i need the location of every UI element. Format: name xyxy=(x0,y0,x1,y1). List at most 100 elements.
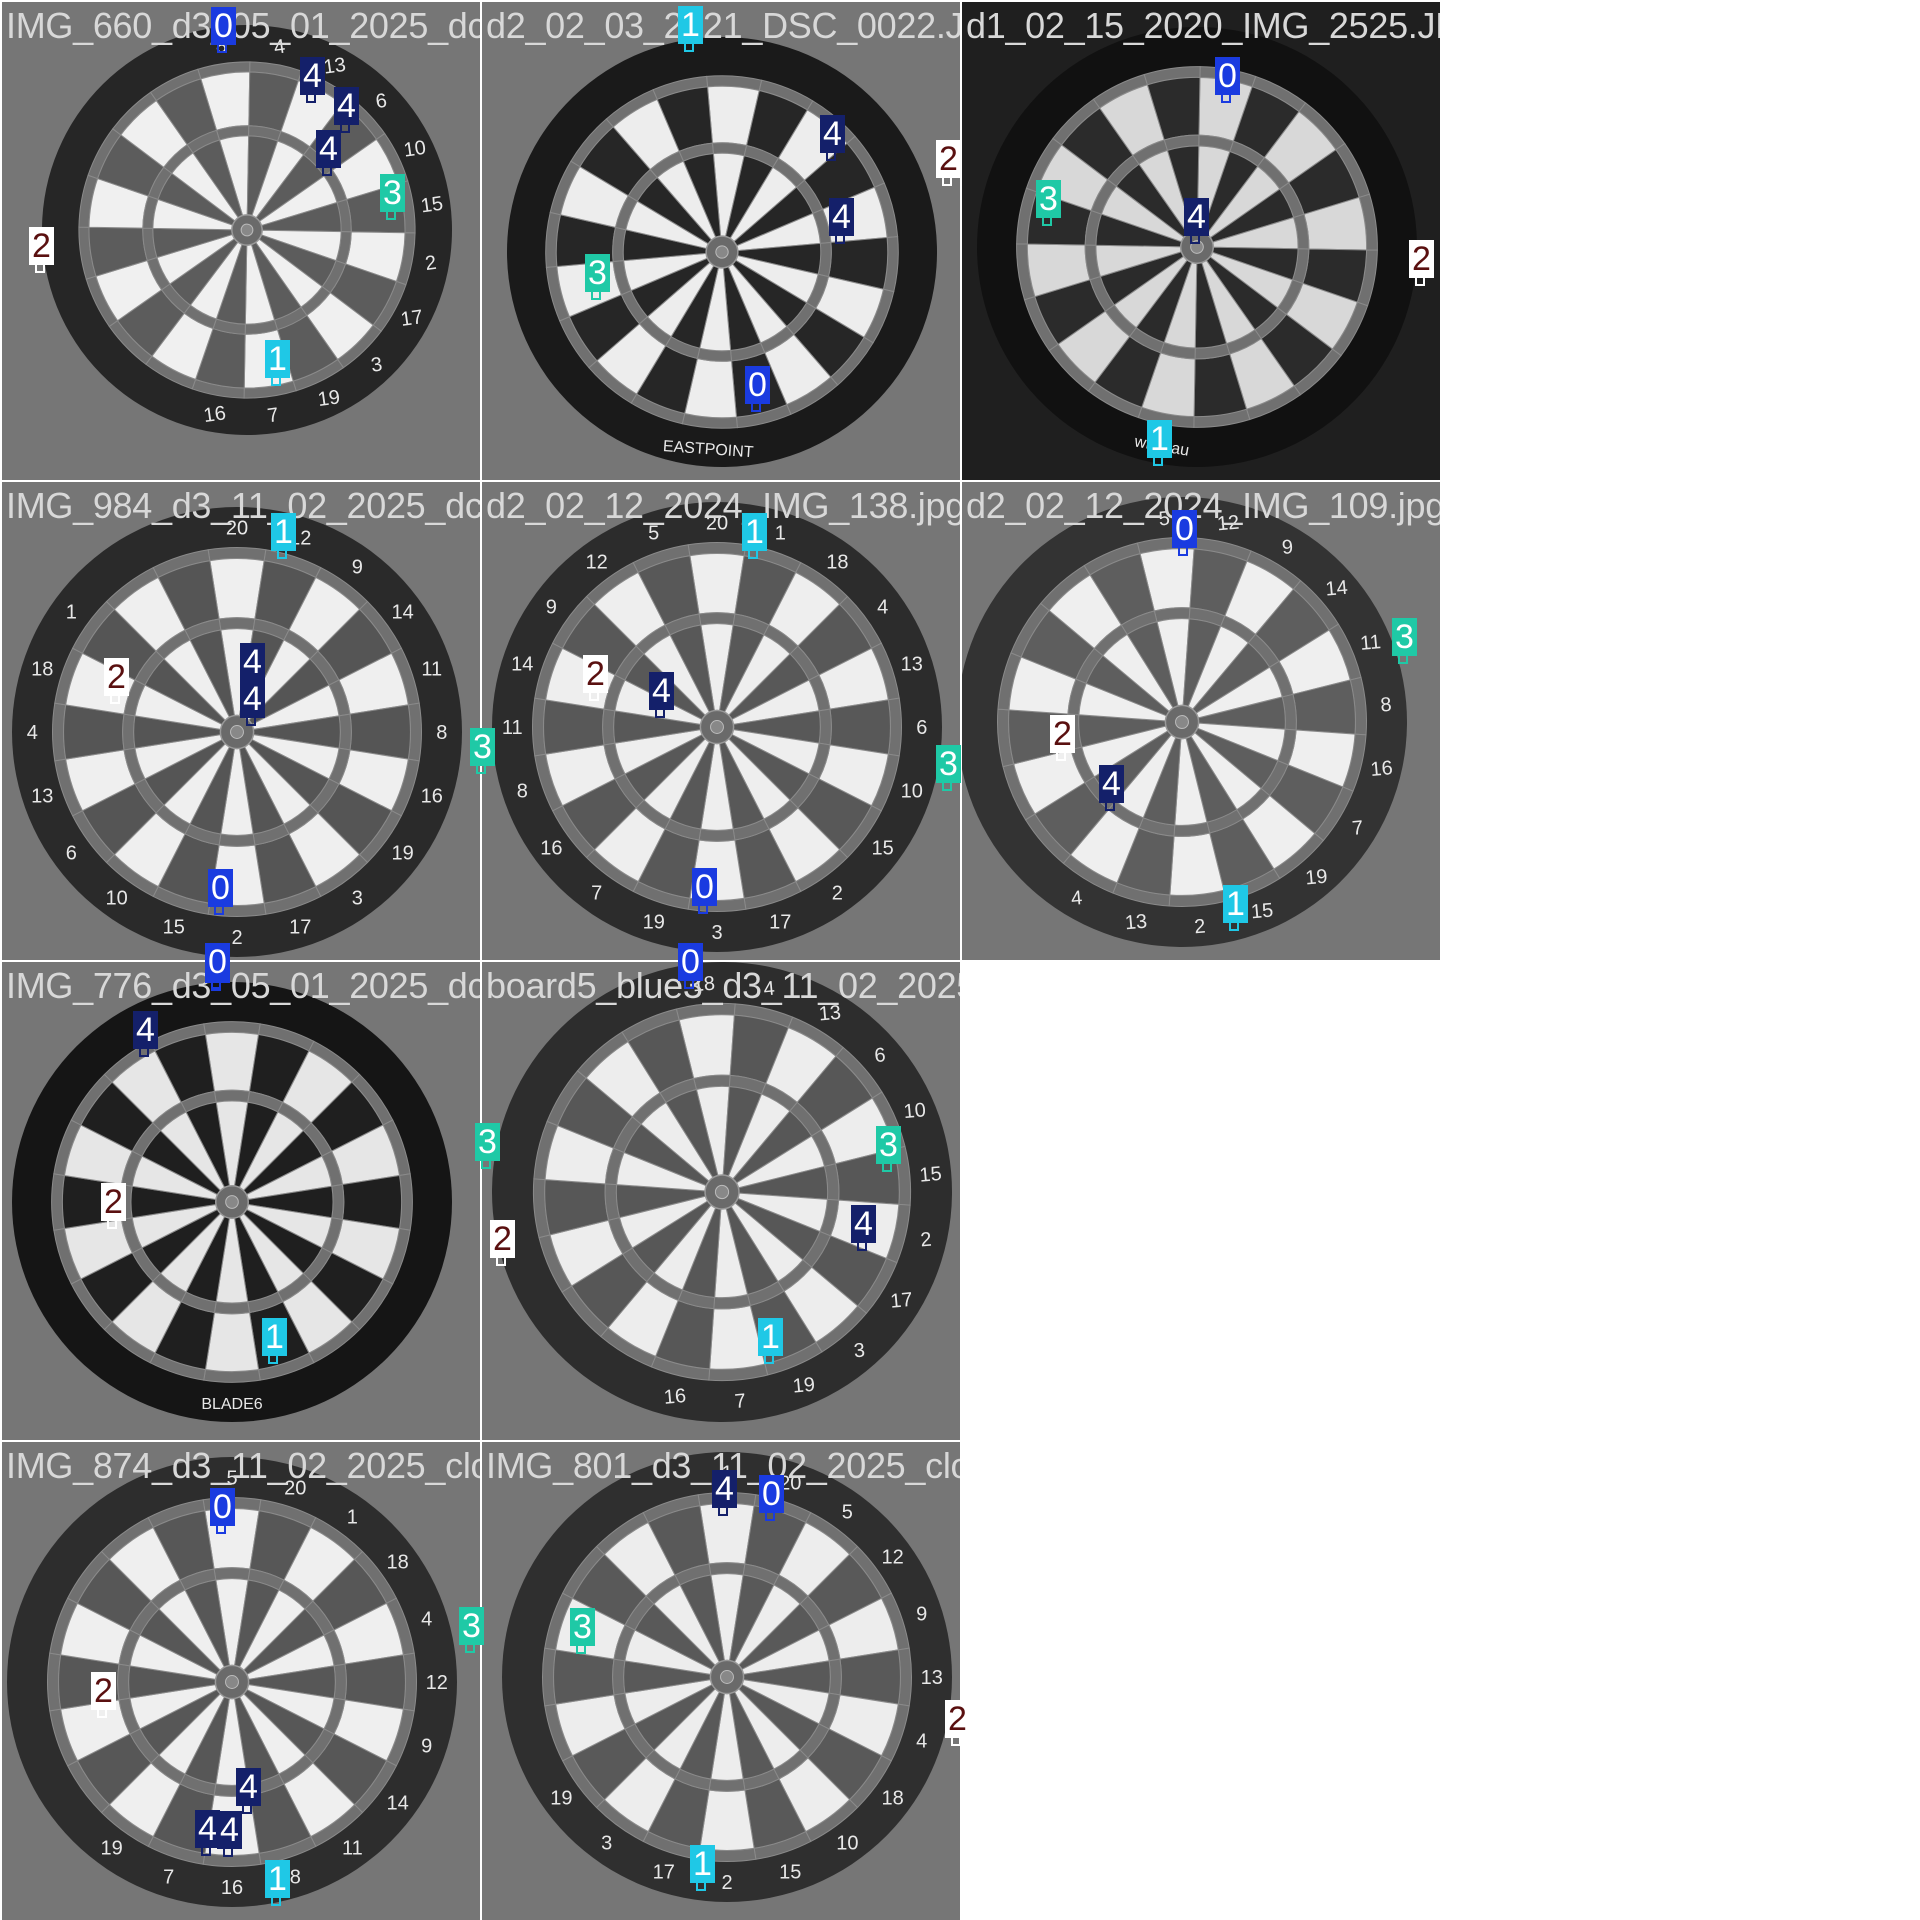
board-number: 19 xyxy=(392,842,414,864)
bullseye xyxy=(714,1184,730,1200)
board-number: 8 xyxy=(436,722,447,744)
board-number: 20 xyxy=(706,512,728,534)
board-segment xyxy=(333,1663,347,1701)
board-number: 10 xyxy=(106,888,128,910)
board-number: 15 xyxy=(163,917,185,939)
class-tag: 1 xyxy=(265,340,290,378)
class-tag: 2 xyxy=(1050,715,1075,753)
image-tile: winmaud1_02_15_2020_IMG_2525.JPG xyxy=(962,2,1440,480)
board-segment xyxy=(213,1567,251,1581)
board-number: 12 xyxy=(586,551,608,573)
tile-title: board5_blue3_d3_11_02_2025_closeFront.jp… xyxy=(486,965,960,1006)
board-segment xyxy=(218,617,256,631)
class-tag: 4 xyxy=(334,87,359,125)
board-segment xyxy=(122,713,136,751)
board-number: 11 xyxy=(342,1838,363,1860)
class-tag: 3 xyxy=(1036,180,1061,218)
bullseye xyxy=(1175,715,1189,729)
class-tag: 0 xyxy=(208,869,233,907)
class-tag: 4 xyxy=(240,643,265,681)
image-tile: BLADE6 IMG_776_d3_05_01_2025_dc.jpg xyxy=(2,962,480,1440)
board-number: 7 xyxy=(163,1867,174,1889)
class-tag: 0 xyxy=(1215,57,1240,95)
board-number: 17 xyxy=(653,1862,675,1884)
board-number: 1 xyxy=(347,1506,358,1528)
board-number: 9 xyxy=(421,1735,432,1757)
board-number: 19 xyxy=(792,1374,816,1398)
class-tag: 1 xyxy=(758,1318,783,1356)
bullseye xyxy=(240,223,254,237)
tile-title: IMG_984_d3_11_02_2025_dc.jpg xyxy=(6,485,480,526)
class-tag: 1 xyxy=(1147,420,1172,458)
bullseye xyxy=(715,245,729,259)
board-segment xyxy=(213,1089,251,1103)
class-tag: 3 xyxy=(380,174,405,212)
dartboard-image: BLADE6 xyxy=(2,962,480,1440)
board-number: 10 xyxy=(903,1099,927,1123)
class-tag: 2 xyxy=(104,658,129,696)
bounding-box xyxy=(246,716,256,726)
board-number: 2 xyxy=(920,1229,933,1252)
bounding-box xyxy=(496,1256,506,1266)
board-segment xyxy=(331,1183,345,1221)
board-segment xyxy=(828,1658,842,1696)
board-number: 16 xyxy=(540,837,562,859)
board-number: 7 xyxy=(1351,817,1364,840)
bounding-box xyxy=(1178,546,1188,556)
class-tag: 0 xyxy=(745,366,770,404)
board-number: 14 xyxy=(1325,577,1349,601)
board-number: 20 xyxy=(779,1472,801,1494)
board-number: 9 xyxy=(546,597,557,619)
bounding-box xyxy=(277,549,287,559)
board-segment xyxy=(602,708,616,746)
board-number: 7 xyxy=(734,1390,747,1413)
bounding-box xyxy=(97,1708,107,1718)
board-number: 6 xyxy=(374,90,388,113)
board-number: 9 xyxy=(916,1604,927,1626)
board-number: 4 xyxy=(763,978,776,1001)
bounding-box xyxy=(1221,93,1231,103)
dartboard-image: 1 20 5 12 9 13 4 18 10 15 2 17 3 19 xyxy=(482,1442,960,1920)
image-tile: 8 4 13 6 10 15 2 17 3 19 7 16 IMG_660_d3_05_01_2025_… xyxy=(2,2,480,480)
bounding-box xyxy=(216,1524,226,1534)
board-number: 2 xyxy=(721,1872,732,1894)
board-number: 10 xyxy=(402,137,427,162)
dartboard-image: 20 1 2 9 14 11 8 16 19 3 17 2 15 10 6 13 4 18 1 xyxy=(2,482,480,960)
bounding-box xyxy=(1398,654,1408,664)
board-number: 9 xyxy=(1281,536,1294,559)
bounding-box xyxy=(684,42,694,52)
board-number: 17 xyxy=(889,1289,913,1313)
class-tag: 1 xyxy=(265,1860,290,1898)
bounding-box xyxy=(139,1047,149,1057)
board-number: 3 xyxy=(601,1833,612,1855)
tile-title: d2_02_12_2024_IMG_109.jpg xyxy=(966,485,1440,526)
class-tag: 2 xyxy=(101,1183,126,1221)
class-tag: 0 xyxy=(205,943,230,981)
board-segment xyxy=(612,1658,626,1696)
class-tag: 4 xyxy=(1184,198,1209,236)
board-number: 13 xyxy=(322,54,347,79)
bounding-box xyxy=(1229,921,1239,931)
board-number: 11 xyxy=(1359,631,1382,655)
bounding-box xyxy=(591,290,601,300)
class-tag: 4 xyxy=(712,1470,737,1508)
bounding-box xyxy=(481,1159,491,1169)
board-number: 11 xyxy=(421,659,442,681)
board-number: 17 xyxy=(289,917,311,939)
class-tag: 2 xyxy=(91,1672,116,1710)
board-segment xyxy=(218,833,256,847)
board-number: 4 xyxy=(421,1609,432,1631)
board-number: 2 xyxy=(832,883,843,905)
bounding-box xyxy=(1056,751,1066,761)
board-number: 18 xyxy=(387,1552,409,1574)
board-number: 5 xyxy=(226,1467,237,1489)
image-tile: 1205129134181015217319IMG_801_d3_11_02_2… xyxy=(482,1442,960,1920)
bounding-box xyxy=(718,1506,728,1516)
board-number: 2 xyxy=(424,252,438,275)
board-number: 16 xyxy=(221,1877,243,1899)
bounding-box xyxy=(476,764,486,774)
board-number: 6 xyxy=(66,842,77,864)
class-tag: 4 xyxy=(217,1811,242,1849)
board-number: 17 xyxy=(399,306,424,331)
class-tag: 4 xyxy=(195,1810,220,1848)
